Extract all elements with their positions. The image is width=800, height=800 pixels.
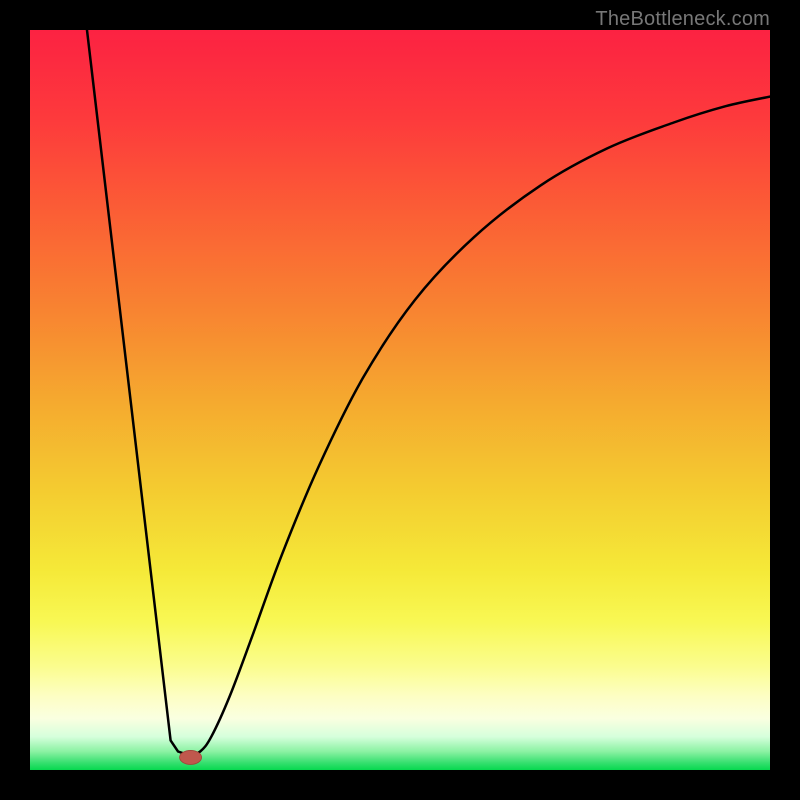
minimum-marker: [180, 750, 202, 764]
chart-plot-area: [30, 30, 770, 770]
watermark-text: TheBottleneck.com: [595, 8, 770, 31]
chart-background: [30, 30, 770, 770]
chart-svg: [30, 30, 770, 770]
